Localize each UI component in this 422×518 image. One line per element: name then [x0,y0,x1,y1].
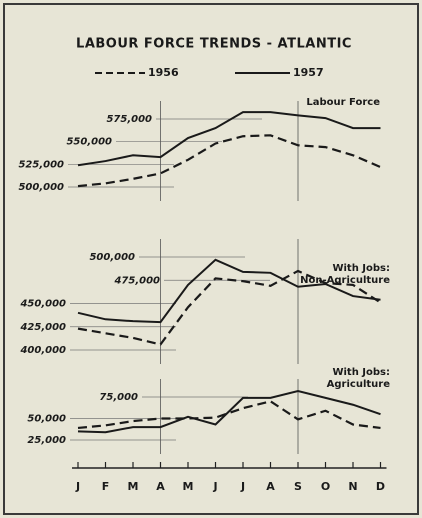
y-tick-label: 475,000 [113,275,160,286]
y-tick-label: 425,000 [19,322,66,333]
y-tick-label: 450,000 [19,299,66,310]
frame [3,3,419,515]
y-tick-label: 575,000 [106,114,152,125]
x-tick-label: S [294,480,302,493]
y-tick-label: 75,000 [99,392,138,403]
panel-title: Non-Agriculture [300,275,390,286]
x-tick-label: O [321,480,330,493]
x-tick-label: D [376,480,385,493]
x-tick-label: N [348,480,357,493]
panel-title: With Jobs: [332,263,390,274]
x-tick-label: J [75,480,80,493]
y-tick-label: 550,000 [66,137,112,148]
x-tick-label: J [240,480,245,493]
series-line [77,111,381,167]
series-line [77,269,382,346]
legend-label: 1957 [293,66,324,79]
series-line [77,389,381,434]
series-line [77,400,381,430]
y-tick-label: 500,000 [18,182,64,193]
x-tick-label: J [212,480,217,493]
y-tick-label: 50,000 [27,414,66,425]
x-tick-label: A [156,480,165,493]
panel-title: Labour Force [306,97,380,108]
chart-title: LABOUR FORCE TRENDS - ATLANTIC [76,37,352,52]
y-tick-label: 400,000 [19,345,66,356]
x-tick-label: M [128,480,139,493]
panel-title: Agriculture [327,379,391,390]
x-tick-label: M [183,480,194,493]
y-tick-label: 525,000 [18,159,64,170]
x-tick-label: F [102,480,110,493]
series-line [77,258,381,324]
legend-label: 1956 [148,66,179,79]
y-tick-label: 25,000 [27,435,66,446]
x-tick-label: A [266,480,275,493]
y-tick-label: 500,000 [89,252,135,263]
panel-title: With Jobs: [332,367,390,378]
series-line [77,134,381,188]
